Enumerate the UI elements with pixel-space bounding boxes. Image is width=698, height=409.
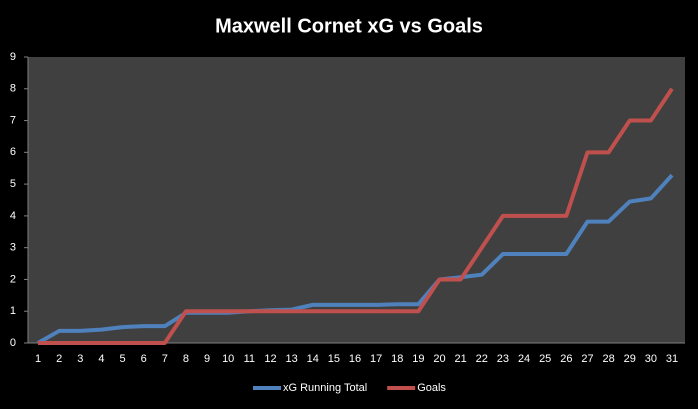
x-tick-label: 11 [244,353,255,365]
x-tick-label: 15 [328,353,340,365]
x-tick-label: 8 [183,353,189,365]
y-tick-label: 8 [10,83,16,95]
series-line [37,173,674,345]
x-tick-label: 17 [370,353,382,365]
y-tick-label: 9 [10,51,16,63]
plot-area [28,57,685,343]
y-tick-label: 6 [10,146,16,158]
y-tick-label: 4 [10,210,16,222]
x-tick-label: 18 [391,353,403,365]
x-tick-label: 19 [412,353,424,365]
x-tick-label: 31 [666,353,678,365]
legend-label: Goals [417,382,446,394]
x-tick-label: 12 [264,353,276,365]
x-tick-label: 27 [581,353,593,365]
x-tick-label: 5 [119,353,125,365]
y-tick-label: 7 [10,114,16,126]
y-tick-label: 0 [10,337,16,349]
x-tick-label: 28 [602,353,614,365]
y-tick-label: 3 [10,242,16,254]
x-tick-label: 14 [307,353,319,365]
x-tick-label: 7 [162,353,168,365]
x-tick-label: 2 [56,353,62,365]
x-tick-label: 25 [539,353,551,365]
y-tick-label: 1 [10,305,16,317]
y-tick-label: 2 [10,273,16,285]
x-tick-label: 3 [77,353,83,365]
legend-label: xG Running Total [283,382,367,394]
x-tick-label: 26 [560,353,572,365]
x-tick-label: 21 [455,353,467,365]
x-tick-label: 13 [285,353,297,365]
x-tick-label: 29 [624,353,636,365]
x-tick-label: 20 [433,353,445,365]
x-tick-label: 22 [476,353,488,365]
x-tick-label: 4 [98,353,104,365]
series-line [38,87,674,345]
x-tick-label: 23 [497,353,509,365]
x-tick-label: 16 [349,353,361,365]
x-tick-label: 30 [645,353,657,365]
chart-title: Maxwell Cornet xG vs Goals [215,15,483,37]
x-tick-label: 9 [204,353,210,365]
x-tick-label: 1 [35,353,41,365]
x-tick-label: 10 [222,353,234,365]
x-tick-label: 24 [518,353,530,365]
x-tick-label: 6 [141,353,147,365]
y-tick-label: 5 [10,178,16,190]
